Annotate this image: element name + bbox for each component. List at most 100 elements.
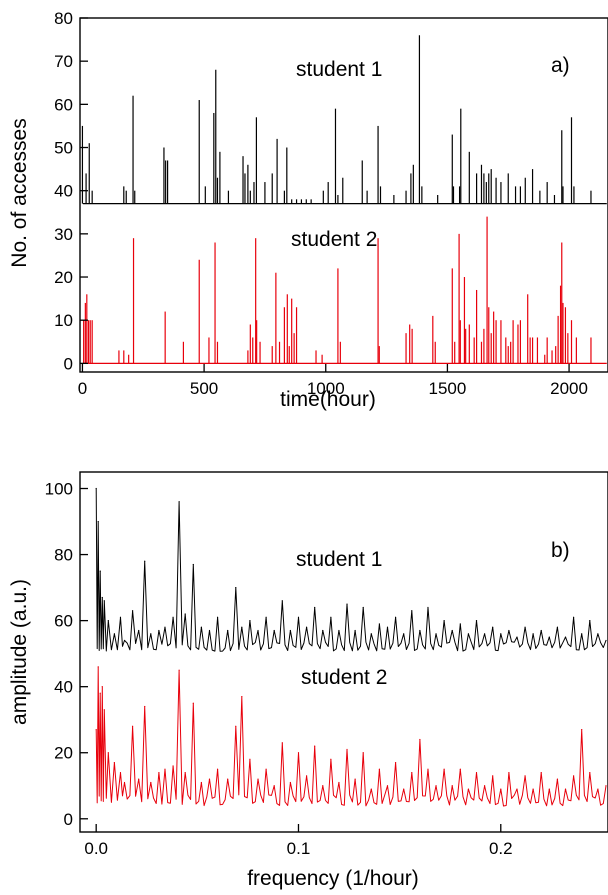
y-tick-label: 80 (54, 9, 73, 28)
series-1-point (475, 620, 478, 622)
x-tick-label: 0 (78, 379, 87, 398)
series-1-point (451, 629, 453, 632)
series-1-point (443, 620, 445, 622)
series-1-point (532, 633, 534, 635)
panel-b-xlabel: frequency (1/hour) (247, 867, 419, 890)
series-1-point (265, 616, 267, 618)
series-2-point (138, 778, 140, 780)
series-2-point (338, 781, 340, 784)
series-2-point (150, 781, 152, 784)
series-1-point (459, 623, 461, 625)
y-tick-label: 20 (54, 744, 73, 763)
series-1-point (467, 633, 470, 635)
series-2-point (532, 788, 534, 790)
series-1-point (164, 626, 166, 628)
series-1-point (540, 629, 542, 632)
series-2-point (322, 785, 324, 787)
series-2-point (492, 775, 494, 777)
series-1-point (581, 633, 583, 635)
series-1-point (483, 633, 486, 635)
panel-b-series-2 (95, 666, 607, 807)
x-tick-label: 500 (190, 379, 218, 398)
panel-a-ticks: 0 10 20 30 40 50 60 70 80 0 500 1000 1500 2000 (54, 9, 588, 398)
series-1-point (516, 636, 518, 638)
panel-a: 0 10 20 30 40 50 60 70 80 0 500 1000 1500 2000 No. of… (8, 9, 608, 411)
series-2-point (314, 745, 316, 747)
series-1-point (257, 629, 259, 632)
series-2-point (386, 785, 389, 787)
series-1-point (386, 626, 389, 628)
y-tick-label: 10 (54, 311, 73, 330)
series-1-point (354, 629, 356, 632)
series-2-point (403, 788, 405, 790)
series-2-point (581, 729, 583, 731)
series-1-point (95, 487, 97, 490)
series-1-point (241, 626, 243, 628)
series-1-point (131, 610, 134, 612)
series-2-point (573, 775, 575, 777)
series-2-point (467, 788, 470, 790)
panel-a-annotation-student-1: student 1 (296, 58, 382, 81)
series-2-point (394, 762, 397, 764)
panel-b-series-group (95, 487, 607, 807)
series-1-point (597, 633, 599, 635)
y-tick-label: 40 (54, 182, 73, 201)
series-2-point (419, 738, 421, 741)
series-1-point (314, 606, 316, 609)
series-2-point (131, 725, 134, 727)
series-2-point (483, 785, 486, 787)
series-2-point (107, 752, 109, 754)
panel-b-label: b) (551, 539, 570, 562)
y-tick-label: 80 (54, 546, 73, 565)
series-1-point (184, 613, 186, 615)
series-2-point (411, 771, 413, 774)
series-2-point (330, 758, 332, 760)
panel-a-label: a) (551, 54, 570, 77)
series-2-point (235, 725, 237, 727)
series-2-point (564, 788, 567, 790)
x-tick-label: 0.0 (84, 839, 108, 858)
series-2-point (548, 788, 550, 790)
series-1-point (192, 563, 194, 566)
series-2-point (144, 705, 146, 708)
series-2-point (200, 781, 202, 784)
panel-a-annotation-student-2: student 2 (291, 228, 377, 251)
x-tick-label: 0.1 (287, 839, 311, 858)
series-2-point (119, 771, 122, 774)
x-tick-label: 1500 (428, 379, 466, 398)
series-2-point (459, 768, 461, 770)
series-2-point (95, 729, 97, 731)
series-1-point (107, 620, 109, 622)
series-1-point (435, 633, 437, 635)
y-tick-label: 60 (54, 612, 73, 631)
series-2-point (99, 692, 101, 694)
series-1-point (362, 606, 364, 609)
panel-b: 0 20 40 60 80 100 0.0 0.1 0.2 amplitude (a.u.) f… (8, 471, 608, 890)
series-1-point (346, 603, 348, 605)
panel-b-annotation-student-1: student 1 (296, 548, 382, 571)
series-1-point (249, 620, 251, 622)
series-1-point (305, 626, 308, 628)
y-tick-label: 30 (54, 225, 73, 244)
series-2-point (354, 778, 356, 780)
series-2-point (158, 771, 160, 774)
series-2-point (289, 781, 291, 784)
series-2-point (589, 771, 591, 774)
series-2-point (556, 778, 559, 780)
x-tick-label: 0.2 (489, 839, 513, 858)
series-1-point (208, 629, 211, 632)
panel-a-ylabel: No. of accesses (8, 118, 31, 267)
series-2-point (500, 788, 502, 790)
panel-a-series-1 (81, 35, 607, 205)
series-1-point (289, 629, 291, 632)
series-2-point (249, 758, 251, 760)
series-1-point (235, 586, 237, 589)
panel-b-series-1 (95, 487, 607, 652)
series-1-point (508, 629, 510, 632)
series-1-point (322, 629, 324, 632)
series-1-point (403, 633, 405, 635)
series-1-point (524, 626, 526, 628)
series-2-point (192, 702, 194, 704)
series-1-point (150, 633, 152, 635)
